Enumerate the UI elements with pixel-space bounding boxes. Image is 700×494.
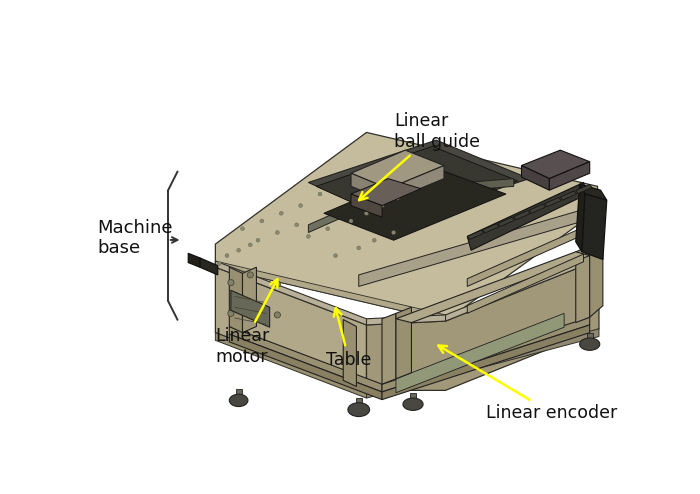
- Text: Table: Table: [326, 308, 372, 369]
- Polygon shape: [216, 267, 367, 390]
- Polygon shape: [351, 173, 388, 202]
- Text: Linear
ball guide: Linear ball guide: [359, 112, 480, 200]
- Polygon shape: [522, 150, 589, 179]
- Polygon shape: [235, 389, 241, 398]
- Polygon shape: [230, 267, 242, 332]
- Polygon shape: [560, 191, 577, 200]
- Circle shape: [411, 188, 415, 192]
- Polygon shape: [396, 307, 412, 379]
- Circle shape: [260, 219, 264, 223]
- Polygon shape: [309, 140, 529, 222]
- Polygon shape: [575, 184, 585, 252]
- Polygon shape: [396, 313, 564, 393]
- Polygon shape: [522, 165, 550, 190]
- Polygon shape: [358, 209, 584, 287]
- Circle shape: [247, 303, 253, 309]
- Polygon shape: [529, 204, 545, 213]
- Polygon shape: [575, 247, 589, 323]
- Polygon shape: [216, 332, 367, 398]
- Polygon shape: [575, 184, 592, 194]
- Circle shape: [326, 227, 330, 231]
- Circle shape: [279, 211, 284, 215]
- Polygon shape: [446, 253, 599, 321]
- Polygon shape: [356, 398, 362, 408]
- Circle shape: [256, 238, 260, 242]
- Ellipse shape: [580, 338, 600, 350]
- Circle shape: [395, 196, 400, 200]
- Circle shape: [307, 235, 310, 238]
- Polygon shape: [188, 253, 200, 267]
- Polygon shape: [468, 227, 584, 287]
- Circle shape: [228, 310, 234, 317]
- Polygon shape: [216, 261, 367, 325]
- Circle shape: [392, 231, 396, 235]
- Circle shape: [357, 246, 360, 250]
- Polygon shape: [309, 189, 390, 233]
- Circle shape: [318, 192, 322, 196]
- Polygon shape: [468, 254, 584, 313]
- Ellipse shape: [403, 398, 423, 411]
- Polygon shape: [200, 258, 218, 275]
- Circle shape: [334, 254, 337, 257]
- Polygon shape: [382, 313, 396, 384]
- Polygon shape: [231, 290, 270, 327]
- Text: Linear encoder: Linear encoder: [438, 345, 617, 422]
- Polygon shape: [216, 132, 599, 321]
- Circle shape: [349, 219, 353, 223]
- Circle shape: [275, 231, 279, 235]
- Circle shape: [225, 254, 229, 257]
- Polygon shape: [410, 393, 416, 402]
- Polygon shape: [242, 267, 256, 332]
- Polygon shape: [545, 198, 561, 206]
- Ellipse shape: [348, 403, 370, 416]
- Polygon shape: [396, 252, 589, 323]
- Polygon shape: [582, 194, 607, 259]
- Circle shape: [247, 272, 253, 278]
- Text: Machine
base: Machine base: [97, 219, 173, 257]
- Circle shape: [365, 211, 368, 215]
- Circle shape: [372, 238, 376, 242]
- Polygon shape: [390, 179, 514, 196]
- Polygon shape: [382, 325, 589, 400]
- Circle shape: [274, 312, 281, 318]
- Polygon shape: [230, 334, 382, 400]
- Polygon shape: [351, 194, 382, 217]
- Polygon shape: [216, 261, 446, 321]
- Circle shape: [237, 248, 241, 252]
- Polygon shape: [367, 259, 599, 390]
- Circle shape: [217, 261, 221, 265]
- Polygon shape: [483, 224, 499, 233]
- Polygon shape: [367, 315, 446, 325]
- Polygon shape: [498, 217, 514, 226]
- Polygon shape: [230, 327, 382, 392]
- Polygon shape: [580, 184, 607, 200]
- Circle shape: [274, 281, 281, 287]
- Circle shape: [241, 227, 244, 231]
- Polygon shape: [316, 146, 517, 221]
- Circle shape: [299, 204, 302, 207]
- Polygon shape: [367, 329, 599, 398]
- Circle shape: [228, 280, 234, 286]
- Text: Linear
motor: Linear motor: [215, 279, 277, 366]
- Polygon shape: [589, 240, 603, 317]
- Polygon shape: [351, 179, 421, 206]
- Circle shape: [295, 223, 299, 227]
- Circle shape: [248, 243, 252, 247]
- Polygon shape: [514, 210, 530, 220]
- Polygon shape: [468, 182, 587, 250]
- Polygon shape: [343, 320, 356, 386]
- Polygon shape: [389, 165, 444, 202]
- Polygon shape: [351, 150, 444, 189]
- Polygon shape: [587, 332, 593, 342]
- Polygon shape: [324, 167, 506, 240]
- Polygon shape: [382, 317, 589, 392]
- Polygon shape: [550, 162, 589, 190]
- Circle shape: [380, 204, 384, 207]
- Polygon shape: [468, 230, 484, 240]
- Ellipse shape: [230, 394, 248, 407]
